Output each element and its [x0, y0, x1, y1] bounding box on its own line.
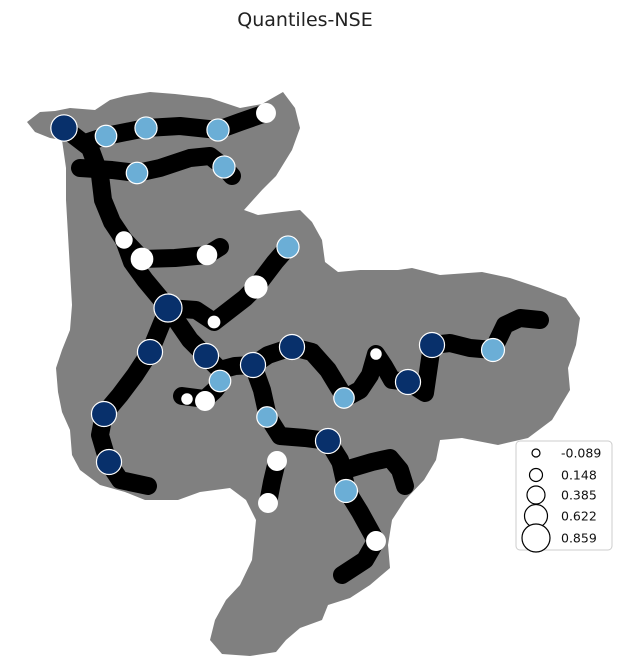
station-marker-s24	[394, 368, 422, 396]
station-marker-s20	[181, 393, 193, 405]
legend-symbol-2	[528, 467, 544, 483]
station-marker-s37	[366, 531, 386, 551]
station-marker-s13	[153, 293, 183, 323]
legend-symbol-5	[521, 523, 551, 553]
station-marker-s03	[134, 116, 158, 140]
station-marker-s22	[95, 448, 123, 476]
station-marker-s25	[370, 348, 382, 360]
legend-symbol-1	[531, 448, 541, 458]
station-marker-s09	[130, 247, 154, 271]
station-marker-s02	[94, 124, 118, 148]
station-marker-s26	[195, 391, 215, 411]
river-east-small-branch	[319, 432, 414, 495]
station-marker-s27	[418, 331, 446, 359]
station-marker-s21	[90, 400, 118, 428]
station-marker-s11	[276, 235, 300, 259]
legend: -0.089 0.148 0.385 0.622 0.859	[515, 440, 613, 553]
legend-label-3: 0.385	[561, 488, 597, 503]
station-marker-s29	[314, 427, 342, 455]
station-marker-s34	[267, 451, 287, 471]
river-east-tributary	[159, 238, 297, 331]
station-marker-s05	[256, 103, 276, 123]
station-marker-s18	[239, 351, 267, 379]
legend-label-4: 0.622	[561, 509, 597, 524]
legend-label-5: 0.859	[561, 531, 597, 546]
legend-label-2: 0.148	[561, 468, 597, 483]
stations-layer	[50, 103, 506, 551]
map-title: Quantiles-NSE	[237, 9, 372, 31]
station-marker-s07	[212, 155, 236, 179]
station-marker-s28	[480, 337, 506, 363]
river-central-branch	[159, 299, 301, 379]
legend-symbol-3	[526, 485, 546, 505]
station-marker-s30	[256, 406, 278, 428]
station-marker-s16	[192, 342, 220, 370]
station-marker-s14	[207, 315, 221, 329]
station-marker-s17	[208, 369, 232, 393]
basin-basemap	[27, 92, 580, 656]
station-marker-s06	[125, 161, 149, 185]
station-marker-s01	[50, 114, 78, 142]
station-marker-s04	[206, 118, 230, 142]
station-marker-s10	[196, 244, 218, 266]
station-marker-s08	[115, 231, 133, 249]
station-marker-s35	[333, 478, 359, 504]
station-marker-s36	[258, 493, 278, 513]
legend-label-1: -0.089	[561, 446, 601, 461]
station-marker-s19	[278, 333, 306, 361]
station-marker-s12	[244, 275, 268, 299]
station-marker-s23	[333, 387, 355, 409]
station-marker-s15	[136, 338, 164, 366]
